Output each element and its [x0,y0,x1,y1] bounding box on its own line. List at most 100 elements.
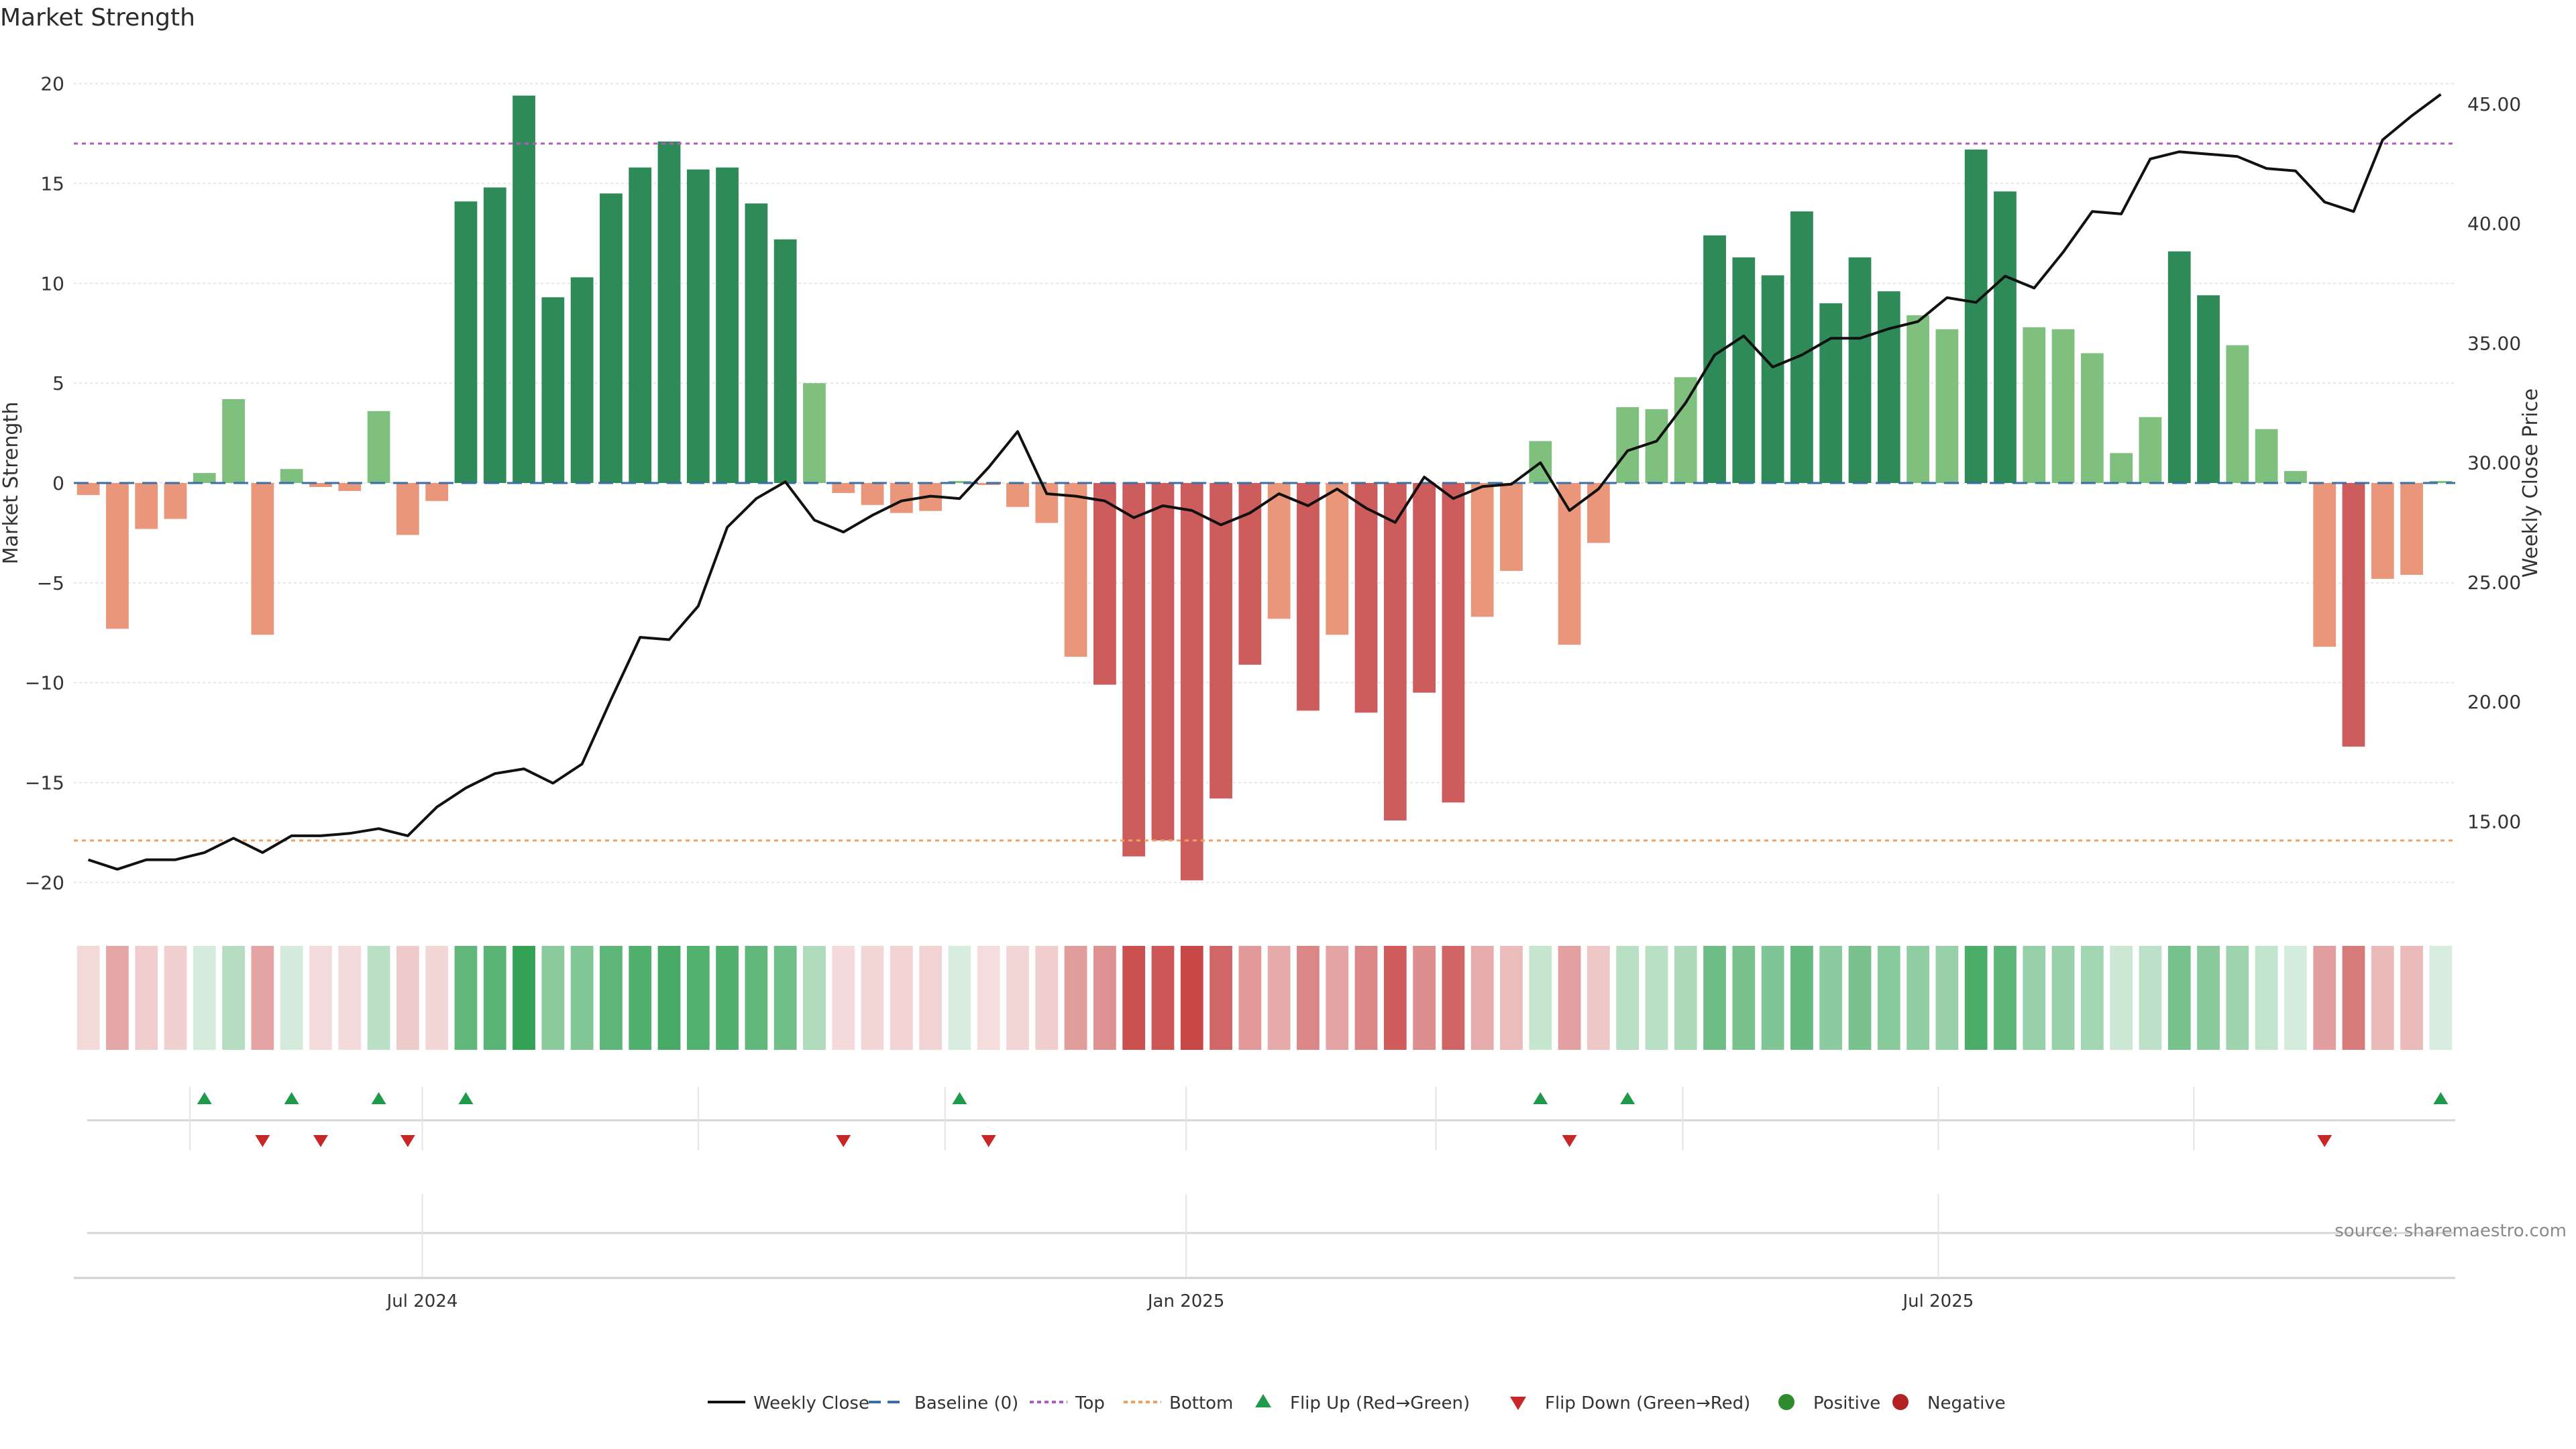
heat-cell [1238,946,1262,1050]
strength-bar [861,483,884,505]
heat-cell [2255,946,2278,1050]
strength-bar [1442,483,1465,803]
heat-cell [2110,946,2133,1050]
strength-bar [1470,483,1494,617]
axes: −20 −15 −10 −5 0 5 10 15 20 15.00 20.00 25.00 30.00 3… [0,73,2542,1311]
legend-label: Flip Down (Green→Red) [1545,1393,1750,1413]
heat-cell [106,946,129,1050]
legend-item: Baseline (0) [869,1393,1018,1413]
flip-down-marker [836,1135,851,1147]
strength-bar [600,193,623,483]
y-tick-label: 15 [40,172,64,195]
heat-cell [454,946,478,1050]
heat-cell [745,946,768,1050]
y-tick-label: −20 [25,871,64,894]
heat-cell [513,946,535,1050]
heat-cell [1645,946,1668,1050]
heat-cell [977,946,1000,1050]
strength-bar [513,95,535,484]
heat-cell [2139,946,2162,1050]
heat-cell [919,946,943,1050]
legend-label: Flip Up (Red→Green) [1290,1393,1470,1413]
heat-cell [803,946,826,1050]
heat-cell [1674,946,1697,1050]
strength-bars [76,95,2453,881]
heat-cell [629,946,652,1050]
heat-cell [164,946,187,1050]
heat-cell [1703,946,1726,1050]
heat-cell [1210,946,1232,1050]
strength-bar [2167,251,2191,483]
legend-item: Flip Up (Red→Green) [1255,1393,1470,1413]
strength-bar [1354,483,1378,713]
flip-down-marker [400,1135,415,1147]
y2-tick-label: 15.00 [2467,811,2521,833]
strength-bar [2080,353,2104,483]
strength-bar [1587,483,1610,543]
heat-cell [483,946,506,1050]
heat-cell [222,946,245,1050]
heat-cell [193,946,216,1050]
heat-cell [1267,946,1291,1050]
strength-bar [76,483,100,495]
heat-cell [2080,946,2104,1050]
flip-up-marker [2433,1092,2449,1104]
strength-bar [1703,235,1726,483]
y-tick-label: −5 [37,572,64,594]
strength-bar [948,481,971,483]
heat-cell [1413,946,1436,1050]
flip-up-marker [284,1092,299,1104]
legend-item: Positive [1778,1393,1880,1413]
heat-cell [1122,946,1146,1050]
heat-cell [1877,946,1900,1050]
heat-cell [1383,946,1407,1050]
strength-bar [454,201,478,483]
chart-title: Market Strength [0,4,195,32]
heat-strip [76,946,2453,1050]
y-tick-label: −15 [25,772,64,794]
flip-up-marker [197,1092,212,1104]
legend: Weekly Close Baseline (0) Top Bottom Flip Up… [708,1393,2006,1413]
strength-bar [1616,407,1640,483]
heat-cell [1907,946,1929,1050]
heat-cell [600,946,623,1050]
strength-bar [745,203,768,483]
strength-bar [1238,483,1262,665]
heat-cell [1761,946,1784,1050]
strength-bar [773,239,797,483]
heat-cell [2371,946,2394,1050]
heat-cell [1587,946,1610,1050]
strength-bar [2051,329,2075,483]
strength-bar [832,483,855,493]
y2-axis-label: Weekly Close Price [2519,388,2542,578]
flip-down-marker [313,1135,328,1147]
flip-markers [87,1087,2455,1150]
strength-bar [716,167,739,483]
flip-up-marker [1620,1092,1635,1104]
strength-bar [2139,417,2162,483]
legend-swatch-flip-up [1255,1394,1271,1407]
heat-cell [280,946,303,1050]
heat-cell [1819,946,1843,1050]
weekly-close-line [87,93,2442,871]
strength-bar [396,483,419,535]
heat-cell [1848,946,1872,1050]
strength-bar [1935,329,1959,483]
strength-bar [1790,211,1813,483]
heat-cell [1151,946,1175,1050]
heat-cell [1064,946,1087,1050]
strength-bar [1151,483,1175,841]
strength-bar [1267,483,1291,619]
strength-bar [309,483,332,487]
strength-bar [280,469,303,483]
y-tick-label: 0 [52,472,64,494]
strength-bar [1877,291,1900,483]
strength-bar [425,483,449,501]
strength-bar [657,141,681,483]
legend-swatch-flip-down [1510,1397,1526,1410]
y2-tick-label: 25.00 [2467,572,2521,594]
heat-cell [1790,946,1813,1050]
x-tick-label: Jan 2025 [1146,1291,1225,1311]
heat-cell [1035,946,1059,1050]
